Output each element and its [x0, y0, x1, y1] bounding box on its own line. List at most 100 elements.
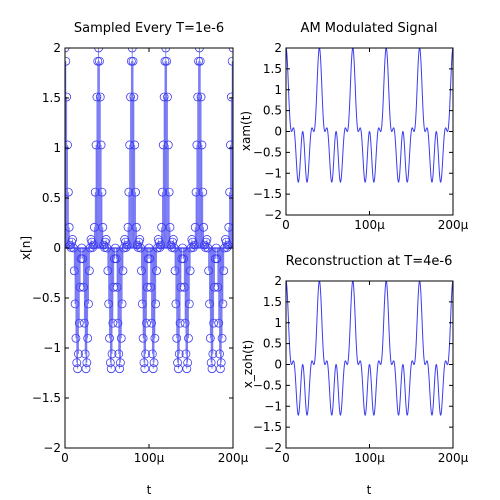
stem-marker [131, 187, 140, 197]
stem-marker [183, 358, 193, 368]
x-tick-label: 200μ [218, 451, 249, 465]
chart-title: Sampled Every T=1e-6 [74, 21, 224, 36]
x-axis-label: t [367, 483, 372, 497]
x-axis-label: t [147, 483, 152, 497]
stem-marker [84, 266, 94, 276]
stem-marker [65, 187, 73, 197]
x-tick-label: 200μ [438, 218, 469, 232]
stem-marker [83, 333, 93, 343]
stem-marker [74, 349, 83, 359]
stem-marker [79, 318, 89, 328]
stem-marker [148, 364, 158, 374]
stem-marker [149, 358, 159, 368]
y-tick-label: 2 [53, 41, 61, 55]
stem-marker [101, 235, 111, 244]
x-tick-label: 100μ [134, 451, 165, 465]
stem-marker [199, 222, 209, 232]
stem-marker [65, 140, 72, 150]
y-tick-label: 1 [53, 141, 61, 155]
stem-marker [107, 349, 117, 359]
y-tick-label: 1 [274, 316, 282, 330]
stem-marker [193, 92, 203, 102]
stem-marker [147, 318, 156, 328]
stem-marker [219, 266, 229, 276]
stem-marker [117, 299, 127, 309]
y-tick-label: −1 [43, 341, 61, 355]
stem-marker [96, 140, 106, 150]
stem-marker [152, 266, 161, 276]
stem-marker [161, 48, 171, 53]
x-tick-label: 100μ [354, 218, 385, 232]
stem-marker [208, 349, 218, 359]
stem-marker [80, 349, 90, 359]
stem-marker [215, 364, 225, 374]
stem-marker [175, 318, 185, 328]
x-tick-label: 0 [282, 451, 290, 465]
stem-marker [226, 140, 233, 150]
stem-marker [173, 358, 182, 368]
stem-marker [105, 358, 115, 368]
stem-marker [72, 358, 82, 368]
stem-marker [218, 299, 228, 309]
stem-marker [116, 333, 126, 343]
y-tick-label: 1.5 [263, 295, 282, 309]
y-tick-label: −1.5 [253, 187, 282, 201]
y-tick-label: 0 [53, 241, 61, 255]
stem-marker [195, 56, 205, 66]
stem-marker [142, 318, 151, 328]
series-line [286, 48, 453, 183]
y-tick-label: −1.5 [253, 420, 282, 434]
y-tick-label: 0.5 [263, 337, 282, 351]
stem-marker [113, 318, 123, 328]
stem-marker [94, 48, 103, 53]
stem-marker [197, 140, 207, 150]
chart-title: AM Modulated Signal [301, 21, 438, 36]
stem-marker [97, 187, 107, 197]
stem-marker [205, 333, 215, 343]
stem-marker [74, 318, 84, 328]
stem-marker [82, 358, 92, 368]
y-tick-label: 0.5 [263, 104, 282, 118]
sampled-stem-chart: 0 100μ 200μ −2 −1.5 −1 −0.5 0 0.5 1 1.5 2 Sampled E… [19, 21, 249, 497]
reconstruction-chart: 0 100μ 200μ −2 −1.5 −1 −0.5 0 0.5 1 1.5 2 Reconstru… [241, 254, 469, 497]
series-line [286, 281, 453, 416]
stem-marker [196, 92, 206, 102]
stem-marker [174, 349, 184, 359]
stem-marker [65, 92, 72, 102]
stem-marker [84, 299, 93, 309]
stem-marker [151, 299, 161, 309]
stem-marker [139, 358, 149, 368]
stem-marker [138, 333, 148, 343]
stem-marker [95, 92, 105, 102]
stem-marker [214, 318, 224, 328]
stem-marker [184, 299, 194, 309]
am-signal-chart: 0 100μ 200μ −2 −1.5 −1 −0.5 0 0.5 1 1.5 2 AM Modula… [239, 21, 469, 232]
y-axis-label: x_zoh(t) [241, 340, 255, 388]
y-axis-label: x[n] [19, 236, 33, 260]
chart-title: Reconstruction at T=4e-6 [286, 254, 453, 269]
stem-marker [168, 235, 178, 244]
stem-marker [206, 358, 216, 368]
stem-marker [95, 56, 104, 66]
y-tick-label: −2 [264, 441, 282, 455]
stem-marker [115, 364, 124, 374]
x-tick-label: 200μ [438, 451, 469, 465]
y-tick-label: −1 [264, 166, 282, 180]
stem-marker [116, 358, 125, 368]
y-tick-label: 1.5 [42, 91, 61, 105]
stem-marker [202, 235, 212, 244]
stem-marker [92, 92, 102, 102]
stem-marker [198, 187, 208, 197]
y-tick-label: −0.5 [253, 145, 282, 159]
stem-marker [114, 349, 124, 359]
y-tick-label: −2 [264, 208, 282, 222]
stem-marker [163, 92, 172, 102]
y-tick-label: 0.5 [42, 191, 61, 205]
stem-marker [98, 222, 108, 232]
stem-marker [129, 92, 139, 102]
stem-marker [173, 364, 183, 374]
stem-marker [215, 349, 224, 359]
y-axis-label: xam(t) [239, 111, 253, 151]
stem-marker [73, 364, 82, 374]
